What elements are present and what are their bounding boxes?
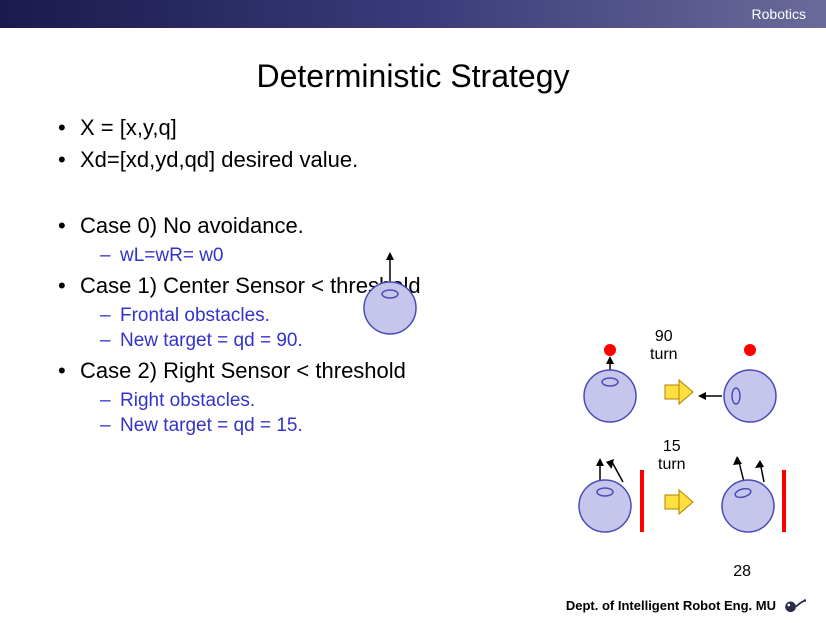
robot-case0 [350,250,430,340]
diagram-case1: 90 turn [550,330,810,430]
page-number: 28 [733,563,751,581]
robot-logo-icon [784,597,806,613]
footer: Dept. of Intelligent Robot Eng. MU [566,597,806,613]
dept-label: Dept. of Intelligent Robot Eng. MU [566,598,776,613]
slide-title: Deterministic Strategy [0,58,826,95]
bullet-xd: Xd=[xd,yd,qd] desired value. [50,147,776,173]
case1-svg [550,330,810,430]
turn15-label: 15 turn [658,438,686,473]
header-bar: Robotics [0,0,826,28]
bullet-case0: Case 0) No avoidance. [50,213,776,239]
bullet-x: X = [x,y,q] [50,115,776,141]
turn90-label: 90 turn [650,328,678,363]
course-label: Robotics [752,6,806,22]
diagram-case0 [350,250,430,345]
slide: Robotics Deterministic Strategy X = [x,y… [0,0,826,623]
diagram-case2: 15 turn [550,440,810,550]
